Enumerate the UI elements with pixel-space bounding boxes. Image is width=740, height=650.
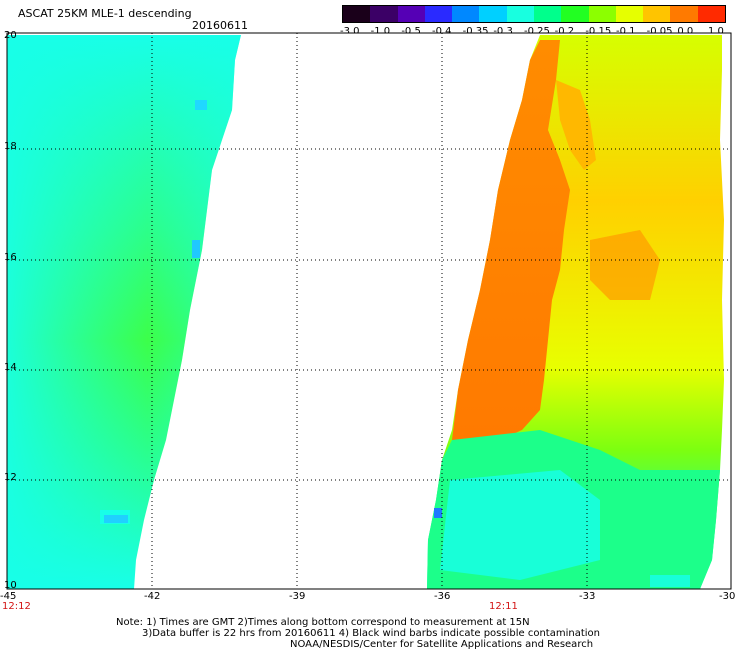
colorbar-label: -3.0 (340, 26, 360, 37)
colorbar-segment (697, 6, 725, 22)
latitude-label: 20 (4, 30, 17, 41)
colorbar-segment (615, 6, 644, 22)
colorbar-segment (643, 6, 671, 22)
colorbar-label: -0.35 (462, 26, 489, 37)
colorbar-segment (479, 6, 507, 22)
colorbar-label: -0.5 (401, 26, 421, 37)
latitude-label: 18 (4, 141, 17, 152)
colorbar-segment (670, 6, 698, 22)
longitude-label: -33 (579, 591, 596, 602)
colorbar-label: -1.0 (370, 26, 391, 37)
longitude-label: -36 (434, 591, 451, 602)
time-label-left: 12:12 (2, 601, 31, 612)
colorbar-segment (397, 6, 425, 22)
colorbar-segment (452, 6, 480, 22)
note-line-1: Note: 1) Times are GMT 2)Times along bot… (116, 617, 530, 628)
note-line-3: NOAA/NESDIS/Center for Satellite Applica… (290, 639, 594, 650)
note-line-2: 3)Data buffer is 22 hrs from 20160611 4)… (142, 628, 600, 639)
grid-lines (7, 33, 731, 589)
time-label-right: 12:11 (489, 601, 518, 612)
longitude-label: -42 (144, 591, 161, 602)
colorbar-label: 1.0 (708, 26, 724, 37)
colorbar-segment (343, 6, 371, 22)
colorbar-segment (533, 6, 562, 22)
latitude-label: 14 (4, 362, 17, 373)
colorbar-segment (424, 6, 453, 22)
colorbar (342, 5, 726, 23)
colorbar-label: -0.3 (493, 26, 513, 37)
latitude-label: 12 (4, 472, 17, 483)
colorbar-segment (506, 6, 534, 22)
latitude-label: 16 (4, 252, 17, 263)
longitude-label: -45 (0, 591, 17, 602)
colorbar-label: -0.15 (585, 26, 612, 37)
longitude-label: -39 (289, 591, 306, 602)
colorbar-label: -0.05 (646, 26, 673, 37)
colorbar-label: 0.0 (677, 26, 694, 37)
map-date: 20160611 (192, 19, 248, 32)
colorbar-label: -0.25 (524, 26, 550, 37)
left-swath-shade (7, 35, 241, 589)
colorbar-label: -0.1 (616, 26, 636, 37)
colorbar-segment (561, 6, 589, 22)
longitude-label: -30 (719, 591, 736, 602)
map-title: ASCAT 25KM MLE-1 descending (18, 7, 192, 20)
colorbar-segment (370, 6, 398, 22)
latitude-label: 10 (4, 580, 17, 591)
colorbar-label: -0.2 (554, 26, 575, 37)
colorbar-segment (588, 6, 616, 22)
colorbar-label: -0.4 (432, 26, 452, 37)
right-swath-orange (452, 40, 570, 440)
